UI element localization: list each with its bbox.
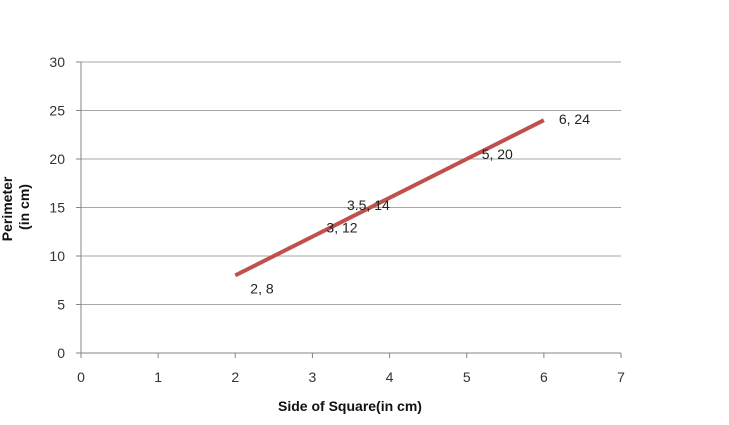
x-tick-label: 7 — [617, 369, 625, 385]
x-tick-label: 5 — [463, 369, 471, 385]
x-tick-label: 1 — [154, 369, 162, 385]
y-tick-label: 30 — [49, 54, 65, 70]
x-tick-label: 4 — [386, 369, 394, 385]
y-axis-title-line-1: Perimeter — [0, 176, 15, 241]
series-layer — [234, 118, 545, 278]
data-label: 2, 8 — [250, 280, 274, 296]
y-tick-label: 0 — [57, 345, 65, 361]
data-label: 3.5, 14 — [347, 197, 390, 213]
data-label: 5, 20 — [482, 146, 513, 162]
y-tick-label: 20 — [49, 151, 65, 167]
y-tick-label: 5 — [57, 297, 65, 313]
y-tick-label: 15 — [49, 200, 65, 216]
axes: 0 5 10 15 20 25 30 0 1 2 3 4 5 6 7 — [49, 54, 625, 385]
data-label: 3, 12 — [326, 220, 357, 236]
x-tick-label: 2 — [231, 369, 239, 385]
y-tick-label: 25 — [49, 103, 65, 119]
y-axis-title-line-2: (in cm) — [16, 184, 32, 230]
x-tick-label: 0 — [77, 369, 85, 385]
y-tick-label: 10 — [49, 248, 65, 264]
x-axis-title: Side of Square(in cm) — [278, 398, 422, 414]
x-tick-label: 3 — [309, 369, 317, 385]
gridlines — [81, 61, 621, 305]
x-tick-label: 6 — [540, 369, 548, 385]
data-label: 6, 24 — [559, 111, 590, 127]
data-labels: 2, 8 3, 12 3.5, 14 5, 20 6, 24 — [250, 111, 590, 296]
y-axis-title: Perimeter (in cm) — [0, 173, 32, 241]
